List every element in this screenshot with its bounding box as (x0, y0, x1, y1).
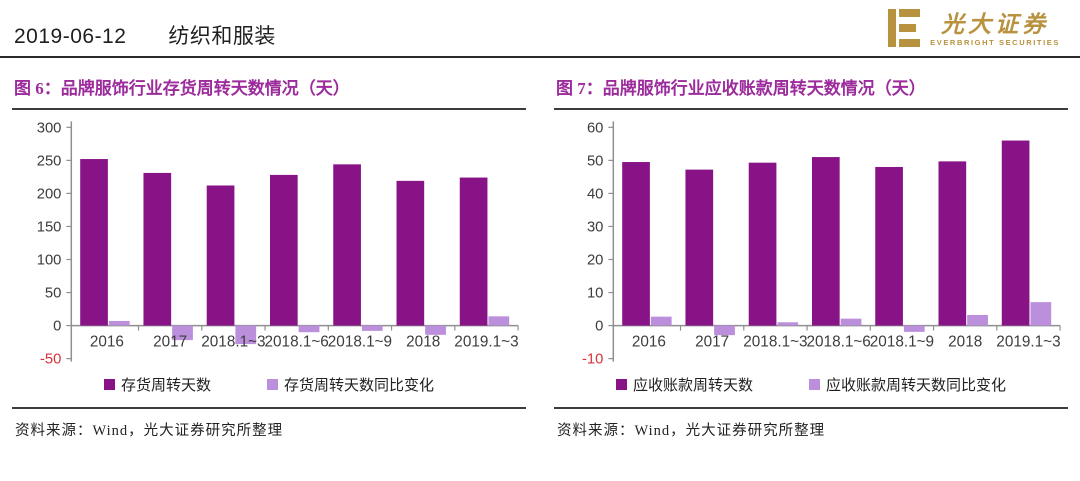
y-tick-label: 0 (53, 319, 61, 335)
delta-bar (425, 325, 446, 335)
delta-bar (714, 325, 735, 336)
y-tick-label: 60 (587, 120, 603, 136)
everbright-logo-cn: 光大证券 (941, 12, 1050, 38)
y-tick-label: 250 (37, 153, 62, 169)
x-category-label: 2018.1~6 (807, 333, 871, 350)
y-tick-label: 50 (45, 285, 61, 301)
figure-7-title: 图 7：品牌服饰行业应收账款周转天数情况（天） (554, 68, 1068, 110)
delta-bar (235, 325, 257, 345)
figure-6-legend: 存货周转天数 存货周转天数同比变化 (12, 372, 526, 407)
figure-6-body: 300 250 200 150 100 50 0 -50 2016 2017 2018.1~3 201… (12, 110, 526, 409)
main-bar (622, 162, 650, 326)
x-category-label: 2018.1~9 (870, 333, 934, 350)
figure-7-legend: 应收账款周转天数 应收账款周转天数同比变化 (554, 372, 1068, 407)
legend-label: 应收账款周转天数同比变化 (826, 378, 1007, 394)
delta-bar (1030, 302, 1052, 326)
report-header: 2019-06-12 纺织和服装 光大证券 EVERBRIGHT SECURITI… (0, 0, 1080, 58)
figure-7-source: 资料来源：Wind，光大证券研究所整理 (557, 423, 826, 439)
main-bar (748, 162, 777, 326)
y-tick-label: 20 (587, 252, 603, 268)
x-category-label: 2016 (90, 333, 124, 350)
x-category-label: 2019.1~3 (996, 333, 1060, 350)
main-bar (269, 174, 298, 326)
main-bar (80, 159, 108, 326)
figure-6-source: 资料来源：Wind，光大证券研究所整理 (15, 423, 284, 439)
y-tick-label: 100 (37, 252, 62, 268)
legend-item: 应收账款周转天数同比变化 (809, 374, 1006, 395)
x-category-label: 2018.1~9 (328, 333, 392, 350)
legend-swatch-icon (809, 379, 820, 390)
figure-7-body: 60 50 40 30 20 10 0 -10 2016 2017 2018.1~3 2018.1~6… (554, 110, 1068, 409)
legend-swatch-icon (103, 379, 115, 390)
x-category-label: 2017 (695, 333, 729, 350)
main-bar (396, 180, 425, 326)
main-bar (1001, 140, 1030, 326)
main-bar (685, 169, 714, 326)
main-bar (206, 185, 235, 326)
legend-swatch-icon (615, 379, 627, 390)
receivables-turnover-chart: 60 50 40 30 20 10 0 -10 2016 2017 2018.1~32018.1~6… (582, 120, 1061, 368)
x-category-label: 2017 (153, 333, 187, 350)
delta-bar (108, 320, 130, 326)
charts-area: 图 6：品牌服饰行业存货周转天数情况（天） 300 250 200 150 100 50 0… (0, 58, 1080, 440)
y-tick-label: 40 (587, 186, 603, 202)
x-category-label: 2018.1~3 (201, 333, 265, 350)
y-tick-label: -10 (582, 352, 603, 368)
y-tick-label: 50 (587, 153, 603, 169)
delta-bar (488, 316, 510, 326)
main-bar (143, 172, 172, 326)
x-category-label: 2019.1~3 (454, 333, 518, 350)
y-tick-label: 30 (587, 219, 603, 235)
figure-6-inventory-turnover: 图 6：品牌服饰行业存货周转天数情况（天） 300 250 200 150 100 50 0… (12, 68, 526, 440)
main-bar (875, 166, 903, 326)
y-tick-label: 10 (587, 285, 603, 301)
legend-item: 存货周转天数 (103, 374, 211, 395)
report-header-text: 2019-06-12 纺织和服装 (14, 10, 276, 50)
delta-bar (298, 325, 320, 333)
y-tick-label: 0 (595, 319, 603, 335)
delta-bar (650, 316, 672, 326)
y-tick-label: 300 (37, 120, 62, 136)
main-bar (811, 157, 840, 326)
main-bar (459, 177, 488, 326)
legend-label: 存货周转天数 (120, 378, 211, 394)
y-tick-label: 200 (37, 186, 62, 202)
x-category-label: 2018 (406, 333, 440, 350)
everbright-e-icon (887, 8, 921, 53)
figure-7-receivables-turnover: 图 7：品牌服饰行业应收账款周转天数情况（天） 60 50 40 30 20 10 0 -10… (554, 68, 1068, 440)
delta-bar (903, 325, 925, 332)
legend-label: 应收账款周转天数 (632, 378, 753, 394)
delta-bar (361, 325, 383, 331)
main-bar (938, 161, 967, 326)
figure-6-title: 图 6：品牌服饰行业存货周转天数情况（天） (12, 68, 526, 110)
everbright-logo-en: EVERBRIGHT SECURITIES (930, 38, 1060, 48)
report-date: 2019-06-12 (14, 25, 127, 48)
x-category-label: 2016 (632, 333, 666, 350)
delta-bar (172, 325, 193, 341)
legend-label: 存货周转天数同比变化 (284, 378, 435, 394)
x-category-label: 2018.1~3 (743, 333, 807, 350)
x-category-label: 2018 (948, 333, 982, 350)
y-tick-label: -50 (40, 352, 61, 368)
legend-item: 存货周转天数同比变化 (267, 374, 434, 395)
legend-swatch-icon (267, 379, 278, 390)
main-bar (333, 164, 361, 326)
legend-item: 应收账款周转天数 (615, 374, 753, 395)
everbright-logo-text: 光大证券 EVERBRIGHT SECURITIES (930, 13, 1060, 47)
delta-bar (777, 322, 799, 326)
delta-bar (840, 318, 862, 326)
x-category-label: 2018.1~6 (265, 333, 329, 350)
delta-bar (967, 315, 988, 326)
everbright-logo: 光大证券 EVERBRIGHT SECURITIES (887, 8, 1064, 53)
y-tick-label: 150 (37, 219, 62, 235)
industry-section-title: 纺织和服装 (168, 25, 276, 48)
